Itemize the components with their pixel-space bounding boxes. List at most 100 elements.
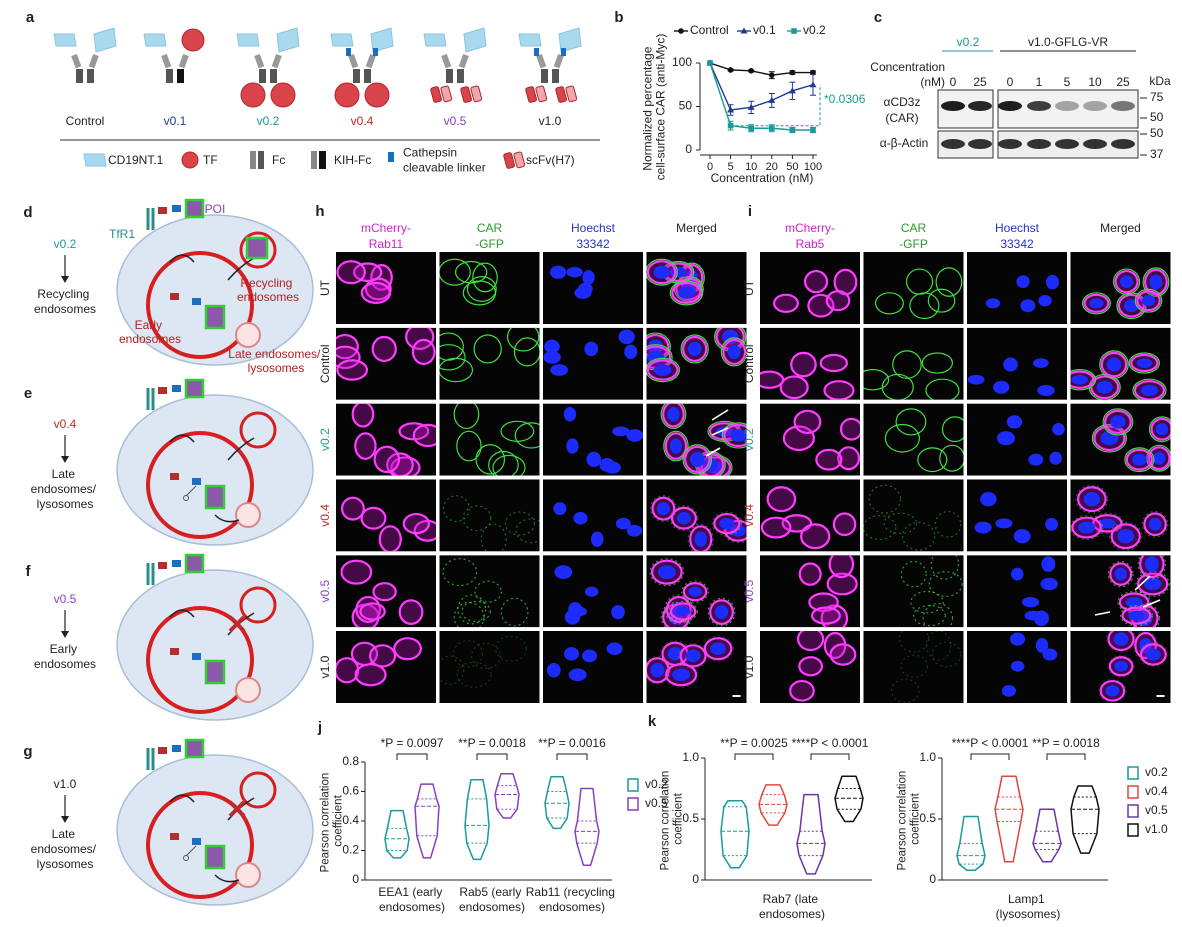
cell-signal	[766, 486, 797, 513]
scfv	[513, 151, 526, 169]
text-line: EEA1 (early	[378, 885, 445, 899]
nucleus	[566, 438, 579, 454]
cell-signal	[373, 445, 401, 474]
nucleus	[584, 586, 599, 597]
marker	[707, 60, 713, 66]
bracket	[556, 753, 588, 760]
cell-signal	[354, 432, 377, 460]
scissors	[185, 485, 197, 497]
micrograph	[439, 479, 540, 552]
cell-signal	[360, 281, 392, 304]
nucleus	[1032, 358, 1049, 368]
text-line: Pearson correlation	[320, 770, 332, 873]
legend-label: CD19NT.1	[108, 153, 164, 167]
nucleus	[1041, 556, 1056, 572]
marker	[769, 72, 775, 78]
micrograph	[863, 327, 964, 400]
fc-lower	[177, 69, 184, 83]
band	[1083, 101, 1107, 111]
fc-lower	[364, 69, 371, 83]
text-line: Early	[50, 642, 81, 656]
nucleus	[669, 438, 682, 454]
construct-label: v0.5	[444, 114, 467, 128]
membrane-signal	[928, 571, 963, 597]
micrograph	[760, 479, 860, 552]
text-line: Rab11 (recycling	[526, 885, 618, 899]
vesicle	[239, 411, 277, 449]
construct	[158, 207, 167, 214]
poi	[204, 844, 226, 870]
nucleus	[653, 364, 672, 376]
micrograph	[1070, 555, 1171, 628]
legend-icon	[1127, 823, 1139, 837]
text-line: endosomes	[34, 302, 96, 316]
pointer-arrow	[1142, 599, 1161, 608]
construct	[192, 478, 201, 485]
marker	[768, 96, 776, 103]
pointer-arrow	[1094, 611, 1111, 616]
label: (nM)	[920, 75, 945, 89]
nucleus	[685, 649, 701, 663]
label: Early endosomes	[119, 318, 181, 346]
membrane-signal	[682, 444, 713, 475]
y-tick-label: 0	[685, 142, 692, 156]
membrane-signal	[1102, 408, 1134, 436]
nucleus	[590, 531, 604, 547]
membrane-signal	[646, 655, 672, 685]
scfv	[555, 86, 567, 103]
tf-domain	[181, 28, 205, 52]
micrograph	[439, 555, 540, 628]
micrograph	[543, 403, 643, 476]
nucleus	[1049, 451, 1062, 465]
nucleus	[1022, 596, 1040, 608]
cd19-domain	[423, 33, 447, 47]
nucleus	[626, 429, 643, 442]
scfv	[503, 152, 515, 169]
membrane-signal	[507, 327, 540, 352]
y-tick-label: 0.4	[342, 813, 359, 827]
nucleus	[719, 517, 735, 530]
micrograph	[336, 403, 436, 476]
text-line: lysosomes	[37, 857, 94, 871]
text-line: endosomes)	[459, 900, 525, 914]
text-line: endosomes/	[31, 482, 100, 496]
membrane-signal	[473, 334, 502, 364]
cell-signal	[798, 562, 822, 586]
nucleus	[1010, 660, 1025, 672]
poi	[245, 236, 269, 260]
micrograph	[760, 403, 860, 476]
cell-signal	[837, 446, 860, 471]
construct-label: v0.2	[257, 114, 280, 128]
text-line: Recycling	[240, 276, 295, 290]
micrograph	[543, 555, 643, 628]
marker	[727, 67, 734, 73]
nucleus	[729, 429, 747, 442]
membrane-signal	[453, 601, 485, 628]
membrane-signal	[1070, 369, 1097, 391]
micrograph	[336, 631, 436, 703]
cd19-domain	[370, 27, 394, 53]
membrane-signal	[439, 344, 466, 371]
nucleus	[1144, 556, 1159, 572]
violin	[1032, 808, 1062, 863]
legend-icon	[319, 151, 326, 169]
scfv	[470, 85, 483, 103]
vesicle	[239, 771, 277, 809]
legend-label: v0.4	[1145, 784, 1168, 798]
cd19-domain	[83, 153, 107, 167]
violin	[574, 787, 600, 866]
cell-signal	[796, 631, 825, 652]
membrane-signal	[1134, 288, 1163, 313]
cell-signal	[829, 643, 857, 666]
legend-label: Fc	[272, 153, 285, 167]
micrograph	[543, 631, 643, 703]
construct	[170, 648, 179, 655]
legend-label: TF	[203, 153, 218, 167]
membrane-signal	[720, 337, 747, 367]
legend-marker	[791, 28, 797, 34]
membrane-signal	[649, 558, 685, 587]
cd19-domain	[143, 33, 167, 47]
marker	[810, 127, 816, 133]
scfv	[460, 86, 472, 103]
